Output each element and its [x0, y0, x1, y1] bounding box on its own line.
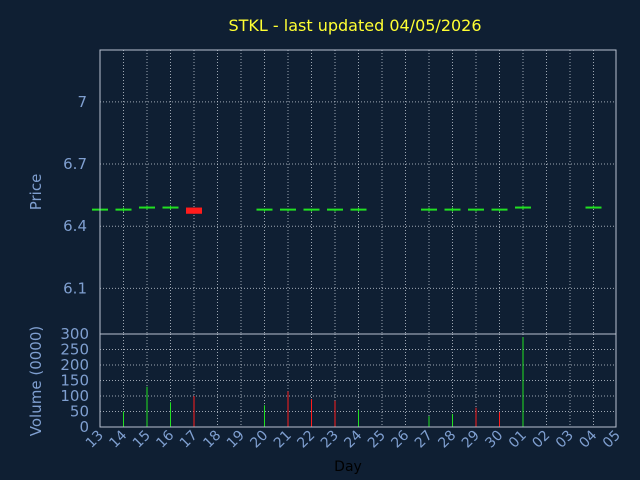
x-tick-label: 20 [247, 428, 271, 452]
candle-body [162, 206, 179, 209]
x-tick-label: 27 [412, 428, 436, 452]
plot-frames [99, 49, 617, 428]
x-tick-label: 14 [106, 427, 130, 451]
volume-frame [99, 333, 617, 428]
volume-tick-label: 150 [60, 372, 89, 390]
volume-tick-label: 300 [60, 325, 89, 343]
candle-body [491, 208, 508, 211]
volume-tick-label: 250 [60, 341, 89, 359]
x-tick-label: 24 [341, 427, 365, 451]
volume-axis-label: Volume (0000) [27, 326, 45, 436]
candle-body [139, 206, 155, 209]
x-tick-label: 16 [153, 427, 177, 451]
x-tick-label: 17 [177, 428, 201, 452]
x-tick-label: 03 [553, 428, 577, 452]
price-axis-label: Price [27, 174, 45, 211]
price-tick-label: 7 [77, 93, 87, 111]
x-tick-label: 01 [506, 428, 530, 452]
x-tick-label: 23 [318, 428, 342, 452]
candle-body [327, 208, 343, 211]
x-axis-label: Day [334, 459, 362, 475]
candle-body [515, 206, 531, 209]
volume-tick-label: 0 [79, 418, 89, 436]
candle-body [280, 208, 296, 211]
candle-body [186, 207, 202, 214]
x-tick-label: 15 [130, 428, 154, 452]
x-tick-label: 21 [271, 428, 295, 452]
candle-body [421, 208, 437, 211]
volume-tick-label: 200 [60, 356, 89, 374]
candle-body [350, 208, 367, 211]
volume-tick-label: 100 [60, 387, 89, 405]
candle-body [444, 208, 461, 211]
x-tick-label: 04 [576, 427, 600, 451]
x-tick-labels: 13 14 15 16 17 18 19 20 21 22 23 24 25 26 27 28 29 30 01 02… [83, 427, 624, 451]
x-tick-label: 30 [482, 428, 506, 452]
x-tick-label: 19 [224, 428, 248, 452]
candle-body [585, 206, 602, 209]
x-tick-label: 25 [365, 428, 389, 452]
candle-body [115, 208, 132, 211]
chart-title: STKL - last updated 04/05/2026 [228, 16, 481, 35]
x-tick-label: 26 [388, 427, 412, 451]
x-tick-label: 05 [600, 428, 624, 452]
volume-bars [123, 337, 524, 427]
candle-body [256, 208, 273, 211]
candles [92, 205, 602, 214]
grid [100, 50, 616, 427]
price-tick-label: 6.4 [63, 217, 87, 235]
price-tick-label: 6.1 [63, 279, 87, 297]
candle-body [468, 208, 484, 211]
x-tick-label: 29 [459, 428, 483, 452]
candle-body [303, 208, 320, 211]
x-tick-label: 28 [435, 428, 459, 452]
volume-tick-label: 50 [70, 403, 89, 421]
x-tick-label: 02 [529, 428, 553, 452]
x-tick-label: 18 [200, 428, 224, 452]
price-tick-label: 6.7 [63, 155, 87, 173]
x-tick-label: 22 [294, 428, 318, 452]
